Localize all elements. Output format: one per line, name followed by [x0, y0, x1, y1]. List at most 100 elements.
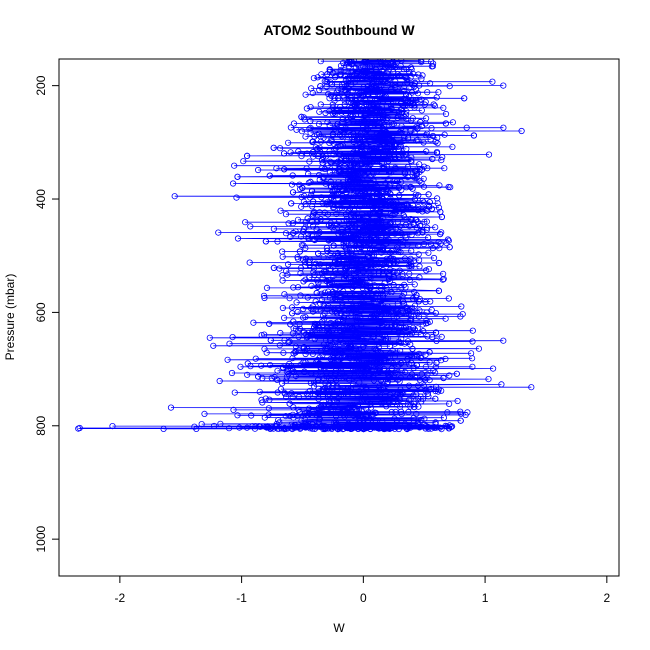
data-point: [353, 97, 360, 105]
data-point: [358, 371, 365, 378]
data-point: [312, 370, 319, 377]
data-point: [252, 355, 259, 362]
data-point: [322, 268, 329, 275]
data-point: [289, 425, 296, 433]
data-point: [402, 128, 409, 135]
data-point: [341, 94, 348, 101]
data-point: [367, 404, 375, 411]
data-point: [301, 415, 308, 423]
data-point: [368, 258, 375, 265]
data-point: [325, 288, 332, 295]
data-point: [320, 425, 328, 432]
data-point: [399, 309, 406, 316]
x-axis-label: W: [333, 621, 345, 635]
data-point: [415, 192, 422, 199]
data-point: [463, 124, 470, 131]
data-point: [435, 388, 442, 395]
data-point: [330, 273, 337, 280]
data-point: [309, 328, 316, 335]
data-point: [432, 387, 439, 395]
data-point: [388, 289, 395, 296]
data-point: [353, 328, 360, 336]
data-point: [337, 267, 344, 274]
data-point: [440, 104, 447, 112]
data-point: [368, 294, 375, 302]
data-point: [375, 270, 382, 277]
data-point: [326, 410, 333, 417]
data-point: [419, 72, 426, 79]
data-point: [424, 165, 431, 172]
data-point: [359, 176, 366, 183]
data-point: [332, 254, 339, 262]
data-point: [485, 375, 492, 383]
data-point: [317, 101, 324, 108]
data-point: [344, 390, 351, 397]
data-point: [359, 76, 366, 83]
data-point: [277, 385, 285, 393]
data-point: [401, 214, 408, 221]
data-point: [428, 306, 435, 313]
data-point: [378, 246, 386, 253]
data-point: [420, 183, 427, 190]
x-tick-label: 2: [603, 591, 610, 605]
data-point: [395, 153, 402, 160]
data-point: [324, 346, 331, 353]
data-point: [326, 95, 333, 102]
data-point: [332, 145, 339, 152]
data-point: [279, 380, 286, 387]
data-point: [367, 363, 374, 370]
data-point: [333, 310, 340, 317]
data-point: [353, 316, 360, 324]
data-point: [387, 103, 395, 110]
data-point: [310, 268, 317, 276]
data-point: [435, 204, 443, 211]
data-point: [408, 247, 415, 254]
data-point: [344, 252, 351, 259]
data-point: [366, 211, 373, 218]
data-point: [367, 401, 374, 408]
data-point: [372, 147, 379, 154]
data-point: [363, 143, 370, 150]
data-point: [280, 150, 288, 157]
data-point: [406, 276, 413, 284]
data-point: [393, 305, 400, 312]
y-tick-label: 1000: [34, 525, 48, 552]
data-point: [344, 137, 351, 144]
data-point: [367, 264, 374, 271]
data-point: [399, 389, 407, 396]
data-point: [215, 229, 222, 236]
data-point: [528, 384, 535, 391]
data-point: [307, 124, 314, 132]
data-point: [290, 414, 297, 421]
data-point: [396, 396, 404, 403]
data-point: [354, 402, 361, 409]
data-point: [333, 170, 340, 177]
data-point: [423, 267, 430, 274]
data-point: [260, 292, 268, 299]
data-point: [429, 333, 436, 341]
data-point: [364, 351, 371, 358]
data-point: [320, 302, 327, 309]
data-point: [387, 181, 394, 188]
data-point: [258, 362, 265, 369]
data-point: [308, 282, 315, 289]
data-point: [336, 103, 344, 111]
x-tick-label: 1: [482, 591, 489, 605]
data-point: [408, 154, 415, 161]
data-point: [191, 423, 198, 430]
data-point: [462, 411, 469, 419]
data-point: [405, 396, 413, 404]
data-point: [324, 71, 331, 78]
data-point: [427, 425, 435, 432]
data-point: [335, 189, 342, 196]
chart-title: ATOM2 Southbound W: [263, 22, 415, 38]
data-point: [398, 186, 405, 193]
data-point: [309, 425, 316, 432]
data-point: [431, 102, 438, 109]
data-point: [294, 216, 302, 223]
data-point: [318, 194, 325, 201]
data-point: [305, 333, 312, 340]
data-point: [286, 295, 293, 302]
data-point: [270, 144, 277, 151]
data-point: [362, 392, 369, 399]
